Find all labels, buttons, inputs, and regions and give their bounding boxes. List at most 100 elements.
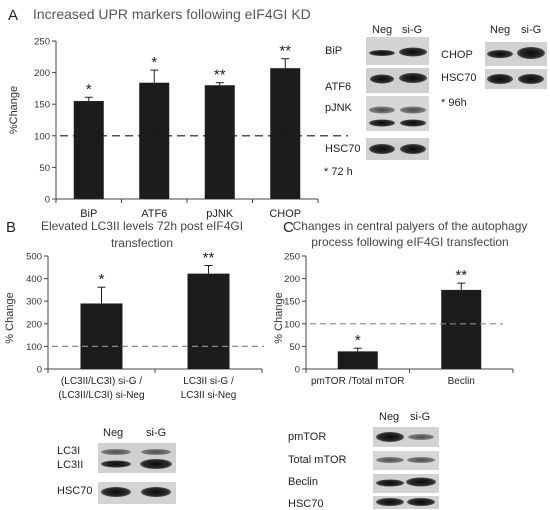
blot-band: [400, 144, 426, 154]
panel-a-category-label: pJNK: [206, 208, 234, 220]
blot-band: [369, 106, 395, 114]
blot-a72-col-sig: si-G: [402, 24, 422, 36]
blot-band: [376, 432, 404, 442]
panel-b-bar: [187, 273, 230, 369]
panel-b-y-tick-label: 300: [26, 297, 42, 308]
blot-band: [407, 498, 435, 506]
blot-a72-row-bip: BiP: [325, 45, 342, 57]
panel-a-y-tick-label: 50: [39, 163, 50, 174]
panel-b-y-tick-label: 0: [37, 365, 42, 376]
blot-band: [517, 47, 545, 59]
blot-a72-hsc70-strip: [366, 138, 429, 160]
panel-a-y-tick-label: 250: [34, 37, 50, 48]
panel-a-category-label: BiP: [80, 208, 97, 220]
panel-b-category-label: LC3II si-Neg: [181, 390, 237, 401]
blot-band: [141, 449, 171, 455]
blot-a96-col-sig: si-G: [521, 24, 541, 36]
blot-band: [407, 457, 435, 463]
panel-c-bar-chart: 0 50 100 150 200 250 * pmTOR /Total mTOR ** Becli…: [284, 252, 514, 387]
blot-band: [376, 498, 404, 506]
blot-band: [101, 487, 131, 497]
panel-b-category-label: (LC3II/LC3I) si-G /: [61, 376, 142, 387]
blot-a72-col-neg: Neg: [372, 24, 392, 36]
blot-c-row-beclin: Beclin: [288, 476, 318, 488]
panel-b-significance-marker: *: [99, 271, 105, 288]
panel-b-y-tick-label: 200: [26, 319, 42, 330]
blot-band: [487, 74, 513, 84]
panel-c-title-line-1: Changes in central palyers of the autoph…: [293, 219, 528, 233]
blot-a72-row-pjnk: pJNK: [325, 102, 353, 114]
panel-c-y-axis-label: % Change: [273, 292, 285, 343]
panel-a-bar: [204, 85, 235, 199]
blot-band: [487, 50, 513, 58]
blot-band: [369, 50, 395, 56]
blot-band: [369, 119, 395, 127]
blot-b-lc3-strip: [98, 443, 176, 473]
blot-band: [140, 459, 172, 469]
blot-band: [399, 73, 427, 83]
panel-b-bar: [80, 303, 123, 369]
blot-a72-row-atf6: ATF6: [325, 81, 351, 93]
blot-a96-note: * 96h: [441, 97, 467, 109]
blot-a96-row-hsc70: HSC70: [441, 72, 476, 84]
panel-a-y-axis-label: %Change: [8, 86, 20, 134]
panel-a-title: Increased UPR markers following eIF4GI K…: [33, 6, 311, 22]
panel-a-bar: [73, 101, 104, 199]
panel-b-category-label: LC3II si-G /: [183, 376, 234, 387]
blot-a96-col-neg: Neg: [490, 24, 510, 36]
blot-band: [408, 434, 434, 440]
blot-b-col-neg: Neg: [103, 427, 123, 439]
panel-b-title-line-1: Elevated LC3II levels 72h post eIF4GI: [41, 219, 243, 233]
panel-c-y-tick-label: 100: [284, 319, 300, 330]
panel-a-y-tick-label: 100: [34, 131, 50, 142]
blot-band: [101, 460, 131, 468]
panel-c-y-tick-label: 50: [289, 342, 300, 353]
blot-band: [370, 74, 394, 84]
panel-b-y-tick-label: 100: [26, 342, 42, 353]
blot-band: [406, 477, 436, 487]
panel-c-significance-marker: *: [355, 332, 361, 349]
blot-c-col-sig: si-G: [410, 411, 430, 423]
panel-b-bar-chart: 0 100 200 300 400 500 * (LC3II/LC3I) si-G / (LC3…: [26, 249, 264, 401]
panel-b-category-label: (LC3II/LC3I) si-Neg: [58, 390, 144, 401]
blot-a72-row-hsc70: HSC70: [325, 143, 360, 155]
panel-a-y-tick-label: 150: [34, 100, 50, 111]
panel-b-blot: Neg si-G LC3I LC3II HSC70: [57, 427, 176, 504]
blot-band: [369, 144, 395, 154]
panel-b-y-tick-label: 400: [26, 274, 42, 285]
panel-a-blot-72h: Neg si-G BiP ATF6 pJNK HSC70 * 72 h: [324, 24, 429, 178]
blot-a96-hsc70-strip: [485, 69, 547, 89]
blot-c-row-totalmtor: Total mTOR: [288, 454, 347, 466]
panel-a-category-label: CHOP: [269, 208, 301, 220]
panel-c-blot: Neg si-G pmTOR Total mTOR Beclin HSC70: [288, 411, 439, 510]
blot-band: [376, 479, 404, 487]
blot-band: [376, 457, 404, 463]
panel-c-significance-marker: **: [455, 267, 467, 284]
panel-b-title-line-2: transfection: [111, 236, 173, 250]
panel-c-title-line-2: process following eIF4GI transfection: [311, 235, 508, 249]
blot-c-row-hsc70: HSC70: [288, 498, 323, 510]
blot-c-totalmtor-strip: [373, 451, 439, 470]
panel-c-y-tick-label: 250: [284, 252, 300, 263]
blot-b-col-sig: si-G: [146, 427, 166, 439]
panel-a-significance-marker: *: [86, 81, 92, 98]
panel-b-y-axis-label: % Change: [4, 292, 16, 343]
panel-a-bar-chart: 0 50 100 150 200 250 * BiP * ATF6 ** pJNK ** CHOP: [34, 37, 348, 220]
panel-c-category-label: pmTOR /Total mTOR: [311, 376, 405, 387]
blot-band: [400, 106, 426, 114]
panel-letter-c: C: [283, 219, 294, 236]
panel-a-blot-96h: Neg si-G CHOP HSC70 * 96h: [441, 24, 547, 109]
panel-c-bar: [441, 289, 482, 369]
panel-a-significance-marker: *: [151, 54, 157, 71]
panel-c-bar: [337, 351, 378, 369]
panel-a-significance-marker: **: [279, 43, 291, 60]
panel-b-significance-marker: **: [203, 249, 215, 266]
panel-a-y-tick-label: 200: [34, 68, 50, 79]
panel-letter-b: B: [6, 219, 16, 236]
panel-a-significance-marker: **: [214, 67, 226, 84]
panel-c-category-label: Beclin: [448, 376, 475, 387]
blot-c-pmtor-strip: [373, 427, 439, 447]
blot-band: [141, 487, 171, 497]
blot-band: [400, 119, 426, 127]
panel-a-category-label: ATF6: [141, 208, 167, 220]
